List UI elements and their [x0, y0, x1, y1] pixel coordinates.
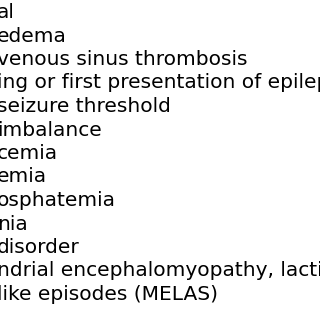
- Text: edema: edema: [0, 27, 67, 45]
- Text: cemia: cemia: [0, 144, 58, 163]
- Text: seizure threshold: seizure threshold: [0, 97, 171, 116]
- Text: osphatemia: osphatemia: [0, 191, 116, 210]
- Text: imbalance: imbalance: [0, 121, 102, 140]
- Text: venous sinus thrombosis: venous sinus thrombosis: [0, 50, 247, 69]
- Text: ing or first presentation of epilepsy: ing or first presentation of epilepsy: [0, 74, 320, 92]
- Text: like episodes (MELAS): like episodes (MELAS): [0, 285, 218, 304]
- Text: al: al: [0, 3, 15, 22]
- Text: emia: emia: [0, 167, 47, 187]
- Text: nia: nia: [0, 214, 28, 234]
- Text: ndrial encephalomyopathy, lactic a: ndrial encephalomyopathy, lactic a: [0, 261, 320, 281]
- Text: disorder: disorder: [0, 238, 80, 257]
